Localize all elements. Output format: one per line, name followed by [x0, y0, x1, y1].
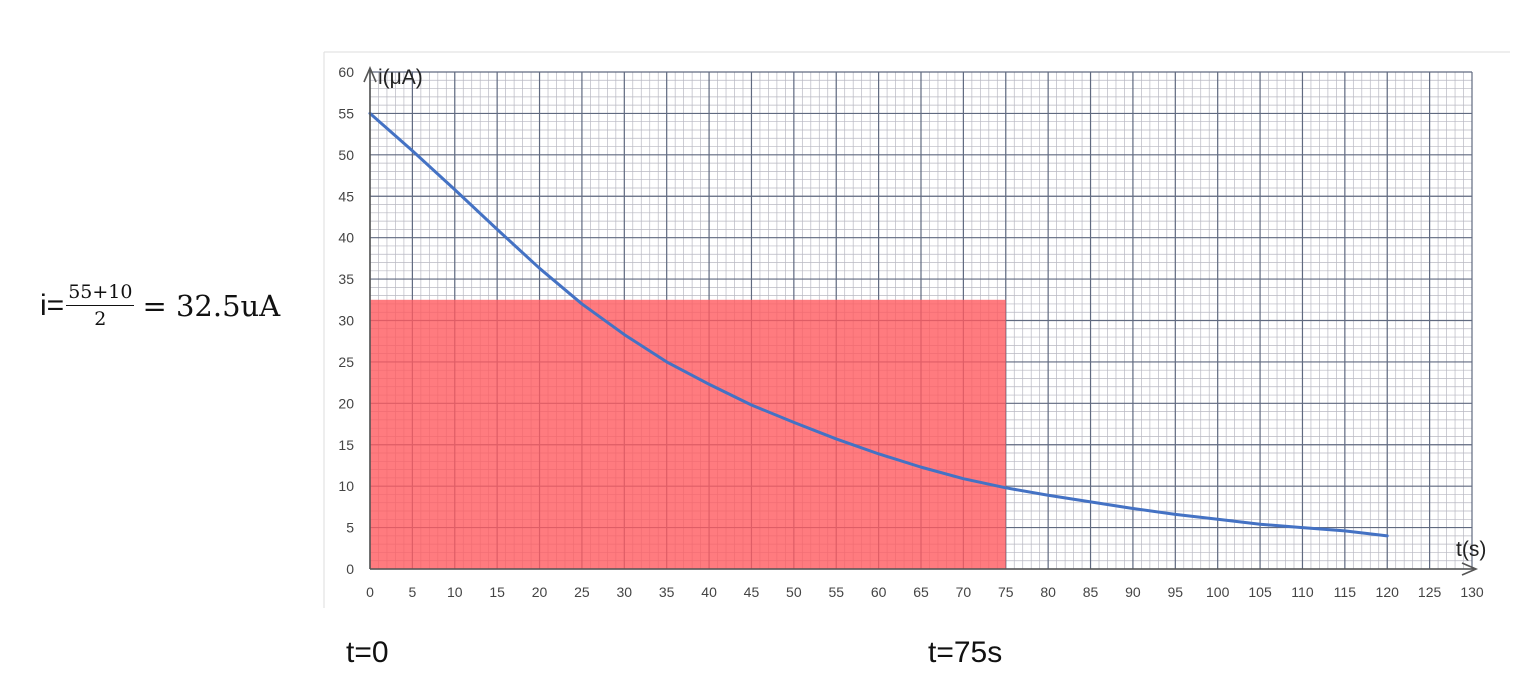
y-tick-label: 5 [346, 520, 354, 536]
x-tick-label: 75 [998, 584, 1014, 600]
x-axis-arrow [1461, 562, 1479, 576]
y-tick-label: 40 [338, 230, 354, 246]
x-tick-label: 90 [1125, 584, 1141, 600]
x-tick-label: 50 [786, 584, 802, 600]
average-current-formula: i= 55+10 2 = 32.5uA [40, 274, 280, 338]
y-axis-label: i(μA) [378, 66, 423, 89]
x-tick-label: 15 [489, 584, 505, 600]
y-tick-label: 20 [338, 395, 354, 411]
x-tick-label: 60 [871, 584, 887, 600]
y-tick-label: 55 [338, 105, 354, 121]
y-axis-arrow [363, 65, 377, 83]
y-tick-label: 50 [338, 147, 354, 163]
x-tick-label: 0 [366, 584, 374, 600]
x-tick-label: 30 [617, 584, 633, 600]
formula-fraction: 55+10 2 [66, 283, 135, 330]
current-vs-time-chart: 0 5 10 15 20 25 30 35 40 45 50 55 60 65 70 75 80 85 90 95 10… [322, 50, 1512, 610]
caption-t0: t=0 [346, 636, 389, 669]
y-tick-label: 60 [338, 64, 354, 80]
x-tick-label: 45 [744, 584, 760, 600]
formula-denominator: 2 [94, 308, 107, 330]
x-tick-label: 125 [1418, 584, 1442, 600]
x-tick-label: 105 [1248, 584, 1272, 600]
x-tick-label: 55 [828, 584, 844, 600]
tick-labels: 0 5 10 15 20 25 30 35 40 45 50 55 60 65 70 75 80 85 90 95 10… [338, 64, 1483, 600]
formula-numerator: 55+10 [66, 283, 135, 306]
shaded-area [370, 299, 1006, 569]
x-tick-label: 110 [1291, 584, 1314, 600]
y-tick-label: 35 [338, 271, 354, 287]
y-tick-label: 30 [338, 313, 354, 329]
caption-t75: t=75s [928, 636, 1003, 669]
series-layer [368, 111, 1389, 538]
x-tick-label: 120 [1376, 584, 1400, 600]
x-tick-label: 70 [956, 584, 972, 600]
x-tick-label: 130 [1460, 584, 1484, 600]
y-tick-label: 0 [346, 561, 354, 577]
x-tick-label: 25 [574, 584, 590, 600]
x-tick-label: 85 [1083, 584, 1099, 600]
axes [363, 65, 1479, 576]
x-tick-label: 100 [1206, 584, 1230, 600]
y-tick-label: 10 [338, 478, 354, 494]
x-tick-label: 80 [1040, 584, 1056, 600]
x-tick-label: 65 [913, 584, 929, 600]
series-line [368, 111, 1389, 538]
y-tick-label: 15 [338, 437, 354, 453]
y-tick-label: 45 [338, 188, 354, 204]
y-tick-label: 25 [338, 354, 354, 370]
x-tick-label: 10 [447, 584, 463, 600]
x-tick-label: 115 [1334, 584, 1357, 600]
formula-lhs: i= [40, 289, 65, 322]
x-axis-label: t(s) [1456, 538, 1486, 561]
x-tick-label: 35 [659, 584, 675, 600]
x-tick-label: 20 [532, 584, 548, 600]
formula-result: = 32.5uA [142, 289, 281, 323]
shaded-area-layer [370, 299, 1006, 569]
x-tick-label: 5 [408, 584, 416, 600]
x-tick-label: 95 [1168, 584, 1184, 600]
x-tick-label: 40 [701, 584, 717, 600]
